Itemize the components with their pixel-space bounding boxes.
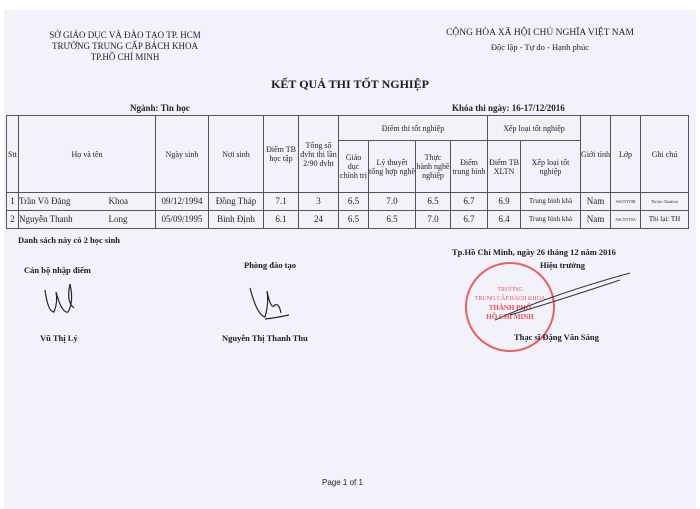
header-avg: Điểm trung bình xyxy=(450,140,488,193)
cell-first-name: Trần Võ Đăng xyxy=(18,192,109,211)
stamp-text: HỒ CHÍ MINH xyxy=(486,313,534,321)
cell-first-name: Nguyễn Thanh xyxy=(18,210,109,229)
entry-officer-title: Cán bộ nhập điểm xyxy=(24,265,91,275)
header-dob: Ngày sinh xyxy=(155,115,209,193)
header-gender: Giới tính xyxy=(580,115,611,193)
stamp-text: TRƯỜNG xyxy=(497,287,523,293)
cell-theory: 6.5 xyxy=(368,210,416,229)
header-rank: Xếp loại tốt nghiệp xyxy=(520,140,581,193)
nation-name: CỘNG HÒA XÃ HỘI CHỦ NGHĨA VIỆT NAM xyxy=(446,28,634,38)
cell-practice: 6.5 xyxy=(415,192,451,211)
training-office-signature xyxy=(249,287,290,320)
cell-gender: Nam xyxy=(580,210,611,229)
cell-class: ASCNTT8A xyxy=(610,210,641,229)
cell-politics: 6.5 xyxy=(338,210,369,229)
school-stamp: TRƯỜNG TRUNG CẤP BÁCH KHOA THÀNH PHỐ HỒ … xyxy=(465,262,555,352)
header-class: Lớp xyxy=(610,115,641,193)
training-office-title: Phòng đào tạo xyxy=(244,260,296,270)
header-politics: Giáo dục chính trị xyxy=(338,140,369,193)
principal-title: Hiệu trưởng xyxy=(540,260,585,270)
results-table: Stt Họ và tên Ngày sinh Nơi sinh Điểm TB… xyxy=(6,115,689,229)
summary: Danh sách này có 2 học sinh xyxy=(18,235,121,245)
header-gpa: Điểm TB học tập xyxy=(263,115,299,193)
cell-stt: 2 xyxy=(6,210,19,229)
header-credits: Tổng số đvht thi lần 2/90 đvht xyxy=(298,115,339,193)
training-office-name: Nguyễn Thị Thanh Thu xyxy=(222,333,308,343)
header-note: Ghi chú xyxy=(640,115,689,193)
cell-practice: 7.0 xyxy=(415,210,451,229)
table-row: 1 Trần Võ Đăng Khoa 09/12/1994 Đồng Tháp… xyxy=(6,192,689,211)
cell-pob: Đồng Tháp xyxy=(208,192,264,211)
entry-officer-name: Vũ Thị Lý xyxy=(40,333,78,343)
exam-date: Khóa thi ngày: 16-17/12/2016 xyxy=(452,103,565,113)
cell-avg: 6.7 xyxy=(450,210,488,229)
cell-pob: Bình Định xyxy=(208,210,264,229)
principal-name: Thạc sĩ Đặng Văn Sáng xyxy=(514,332,599,342)
entry-officer-signature xyxy=(44,283,75,313)
stamp-text: THÀNH PHỐ xyxy=(488,304,532,312)
cell-gpa: 6.1 xyxy=(263,210,299,229)
cell-rank: Trung bình khá xyxy=(520,210,581,229)
place-date: Tp.Hồ Chí Minh, ngày 26 tháng 12 năm 201… xyxy=(452,247,616,257)
cell-last-name: Khoa xyxy=(108,192,156,211)
national-header: CỘNG HÒA XÃ HỘI CHỦ NGHĨA VIỆT NAM Độc l… xyxy=(420,26,660,54)
principal-signature xyxy=(494,272,631,321)
major: Ngành: Tin học xyxy=(130,103,190,113)
cell-xltn: 6.9 xyxy=(487,192,521,211)
cell-dob: 05/09/1995 xyxy=(155,210,209,229)
header-stt: Stt xyxy=(6,115,19,193)
header-pob: Nơi sinh xyxy=(208,115,264,193)
cell-gpa: 7.1 xyxy=(263,192,299,211)
cell-credits: 3 xyxy=(298,192,339,211)
header-xltn: Điểm TB XLTN xyxy=(487,140,521,193)
cell-dob: 09/12/1994 xyxy=(155,192,209,211)
city-name: TP.HỒ CHÍ MINH xyxy=(90,52,160,62)
cell-note: Thi lại: TH xyxy=(640,210,689,229)
header-exam-group: Điểm thi tốt nghiệp xyxy=(338,115,488,141)
document-page xyxy=(4,10,696,509)
page-title: KẾT QUẢ THI TỐT NGHIỆP xyxy=(271,77,429,91)
header-name: Họ và tên xyxy=(18,115,156,193)
page-number: Page 1 of 1 xyxy=(322,478,363,487)
cell-theory: 7.0 xyxy=(368,192,416,211)
cell-politics: 6.5 xyxy=(338,192,369,211)
stamp-text: TRUNG CẤP BÁCH KHOA xyxy=(474,296,546,302)
cell-credits: 24 xyxy=(298,210,339,229)
motto: Độc lập - Tự do - Hạnh phúc xyxy=(490,42,590,52)
cell-note: Thi lại: Chính trị xyxy=(640,192,689,211)
cell-class: ASCNTT8B xyxy=(610,192,641,211)
table-row: 2 Nguyễn Thanh Long 05/09/1995 Bình Định… xyxy=(6,210,689,229)
dept-name: SỞ GIÁO DỤC VÀ ĐÀO TẠO TP. HCM xyxy=(49,30,201,40)
cell-gender: Nam xyxy=(580,192,611,211)
cell-stt: 1 xyxy=(6,192,19,211)
header-rank-group: Xếp loại tốt nghiệp xyxy=(487,115,581,141)
header-theory: Lý thuyết tổng hợp nghề xyxy=(368,140,416,193)
cell-xltn: 6.4 xyxy=(487,210,521,229)
cell-last-name: Long xyxy=(108,210,156,229)
cell-avg: 6.7 xyxy=(450,192,488,211)
org-header: SỞ GIÁO DỤC VÀ ĐÀO TẠO TP. HCM TRƯỜNG TR… xyxy=(30,30,220,63)
school-name: TRƯỜNG TRUNG CẤP BÁCH KHOA xyxy=(52,41,198,51)
header-practice: Thực hành nghề nghiệp xyxy=(415,140,451,193)
cell-rank: Trung bình khá xyxy=(520,192,581,211)
